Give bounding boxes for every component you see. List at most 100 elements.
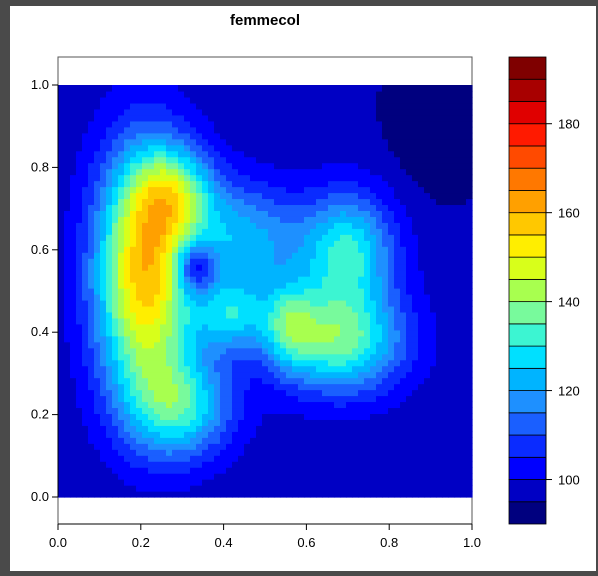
heatmap-cell — [184, 282, 191, 289]
plot-window: femmecol 0.0 0.2 0.4 0.6 0.8 1.0 0.0 0.2 0.4 0.6… — [10, 6, 596, 571]
heatmap-cell — [154, 138, 161, 146]
heatmap-cell — [154, 156, 161, 164]
heatmap-cell — [250, 485, 257, 492]
heatmap-cell — [82, 204, 89, 211]
heatmap-cell — [316, 455, 323, 462]
heatmap-cell — [88, 198, 95, 206]
heatmap-cell — [202, 102, 209, 110]
heatmap-cell — [190, 246, 197, 253]
heatmap-cell — [268, 126, 275, 134]
heatmap-cell — [70, 282, 77, 289]
heatmap-cell — [376, 401, 383, 409]
heatmap-cell — [448, 467, 455, 474]
heatmap-cell — [154, 359, 161, 367]
heatmap-cell — [460, 335, 467, 343]
heatmap-cell — [346, 192, 353, 200]
heatmap-cell — [160, 329, 167, 337]
heatmap-cell — [136, 455, 143, 462]
heatmap-cell — [346, 449, 353, 456]
heatmap-cell — [298, 132, 305, 140]
heatmap-cell — [310, 210, 317, 217]
heatmap-cell — [370, 299, 377, 307]
heatmap-cell — [208, 138, 215, 146]
heatmap-cell — [166, 234, 173, 241]
heatmap-cell — [214, 455, 221, 462]
heatmap-cell — [76, 449, 83, 456]
heatmap-cell — [382, 311, 389, 319]
heatmap-cell — [406, 347, 413, 355]
heatmap-cell — [454, 264, 461, 271]
heatmap-cell — [370, 335, 377, 343]
heatmap-cell — [256, 198, 263, 206]
heatmap-cell — [346, 395, 353, 403]
heatmap-cell — [202, 276, 209, 283]
heatmap-cell — [310, 371, 317, 379]
heatmap-cell — [412, 407, 419, 414]
heatmap-cell — [118, 359, 125, 367]
heatmap-cell — [232, 491, 239, 498]
heatmap-cell — [142, 204, 149, 211]
heatmap-cell — [286, 114, 293, 122]
heatmap-cell — [208, 162, 215, 170]
heatmap-cell — [70, 132, 77, 140]
heatmap-cell — [160, 461, 167, 468]
heatmap-cell — [304, 341, 311, 349]
heatmap-cell — [298, 401, 305, 409]
heatmap-cell — [88, 96, 95, 104]
heatmap-cell — [100, 198, 107, 206]
heatmap-cell — [382, 383, 389, 391]
heatmap-cell — [340, 85, 347, 92]
heatmap-cell — [322, 90, 329, 98]
heatmap-cell — [76, 437, 83, 444]
heatmap-cell — [346, 299, 353, 307]
heatmap-cell — [394, 449, 401, 456]
heatmap-cell — [436, 228, 443, 235]
heatmap-cell — [124, 228, 131, 235]
heatmap-cell — [460, 443, 467, 450]
heatmap-cell — [232, 198, 239, 206]
heatmap-cell — [124, 407, 131, 414]
heatmap-cell — [262, 335, 269, 343]
heatmap-cell — [100, 186, 107, 194]
heatmap-cell — [58, 114, 65, 122]
heatmap-cell — [256, 413, 263, 420]
heatmap-cell — [70, 377, 77, 385]
heatmap-cell — [346, 407, 353, 414]
heatmap-cell — [382, 204, 389, 211]
heatmap-cell — [136, 282, 143, 289]
heatmap-cell — [370, 222, 377, 229]
heatmap-cell — [370, 186, 377, 194]
heatmap-cell — [82, 192, 89, 200]
heatmap-cell — [106, 96, 113, 104]
heatmap-cell — [130, 311, 137, 319]
heatmap-cell — [124, 317, 131, 325]
heatmap-cell — [388, 198, 395, 206]
heatmap-cell — [430, 258, 437, 265]
heatmap-cell — [304, 455, 311, 462]
heatmap-cell — [340, 96, 347, 104]
heatmap-cell — [454, 395, 461, 403]
heatmap-cell — [328, 455, 335, 462]
heatmap-cell — [298, 299, 305, 307]
heatmap-cell — [286, 162, 293, 170]
heatmap-cell — [184, 156, 191, 164]
heatmap-cell — [76, 389, 83, 397]
heatmap-cell — [64, 198, 71, 206]
heatmap-cell — [382, 114, 389, 122]
heatmap-cell — [160, 413, 167, 420]
heatmap-cell — [136, 311, 143, 319]
heatmap-cell — [226, 198, 233, 206]
heatmap-cell — [148, 353, 155, 361]
heatmap-cell — [76, 473, 83, 480]
heatmap-cell — [238, 180, 245, 188]
heatmap-cell — [310, 282, 317, 289]
heatmap-cell — [352, 371, 359, 379]
heatmap-cell — [430, 126, 437, 134]
heatmap-cell — [442, 234, 449, 241]
heatmap-cell — [244, 305, 251, 313]
heatmap-cell — [334, 479, 341, 486]
heatmap-cell — [280, 305, 287, 313]
heatmap-cell — [322, 234, 329, 241]
heatmap-cell — [364, 85, 371, 92]
heatmap-cell — [154, 258, 161, 265]
